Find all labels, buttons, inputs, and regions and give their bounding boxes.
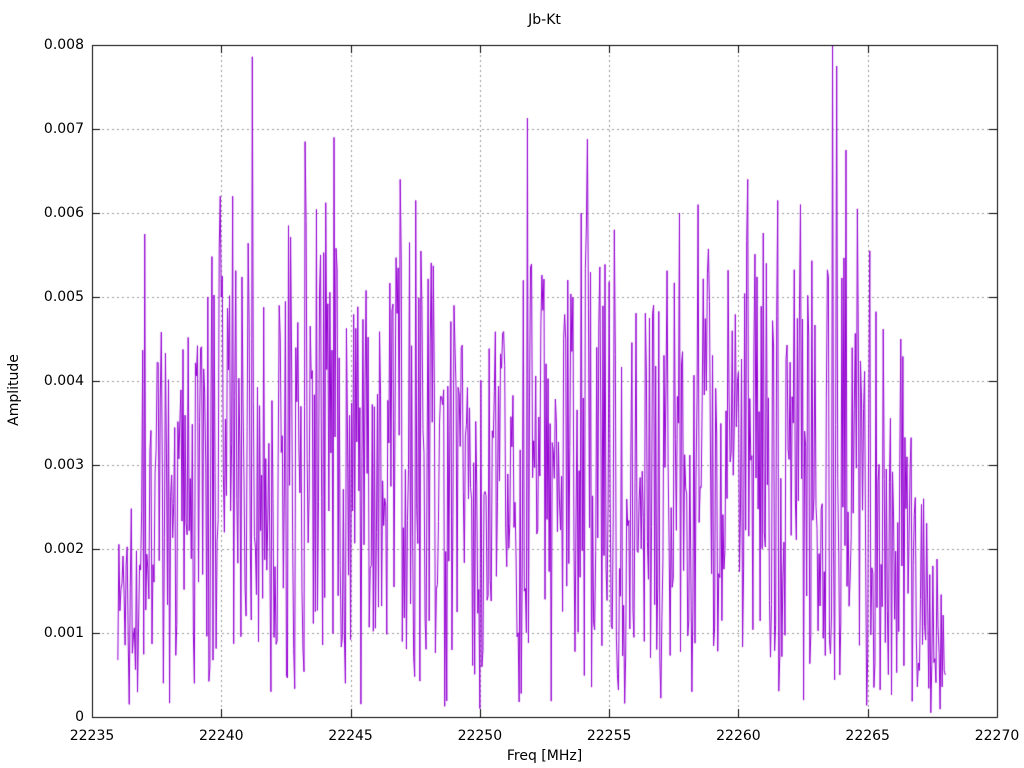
x-tick-label: 22260: [716, 728, 761, 744]
x-axis-label: Freq [MHz]: [506, 748, 583, 764]
x-tick-label: 22235: [69, 728, 115, 744]
y-tick-label: 0.003: [43, 457, 84, 473]
x-tick-label: 22255: [586, 728, 632, 744]
y-tick-label: 0.007: [43, 121, 84, 137]
chart-title: Jb-Kt: [528, 12, 561, 28]
y-tick-label: 0.008: [43, 37, 84, 53]
y-tick-label: 0: [75, 709, 84, 725]
y-tick-label: 0.005: [43, 289, 84, 305]
y-tick-label: 0.006: [43, 205, 84, 221]
x-tick-label: 22270: [974, 728, 1020, 744]
x-tick-label: 22250: [457, 728, 503, 744]
x-tick-label: 22245: [328, 728, 373, 744]
x-tick-label: 22240: [199, 728, 244, 744]
y-tick-label: 0.002: [43, 541, 84, 557]
x-tick-label: 22265: [845, 728, 890, 744]
y-tick-label: 0.001: [43, 625, 84, 641]
y-tick-label: 0.004: [43, 373, 84, 389]
